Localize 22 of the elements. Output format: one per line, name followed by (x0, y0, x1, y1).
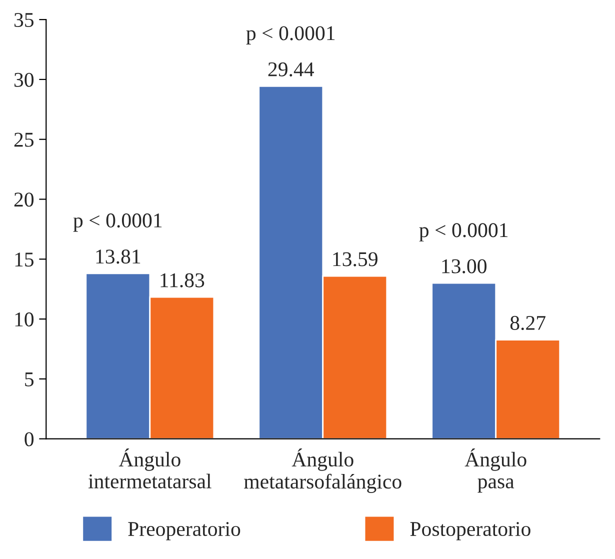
y-tick-label: 25 (14, 132, 34, 147)
y-tick-label: 20 (14, 192, 34, 207)
y-tick-label: 5 (25, 372, 34, 386)
data-label: 13.59 (333, 252, 378, 266)
legend-label: Postoperatorio (410, 522, 530, 540)
legend-label: Preoperatorio (128, 522, 240, 540)
y-tick-label: 30 (14, 72, 34, 87)
x-tick-label: Ángulo metatarsofalángico (244, 448, 402, 493)
y-tick-label: 10 (15, 312, 34, 326)
x-tick-label: Ángulo pasa (464, 448, 526, 493)
data-label: 8.27 (510, 316, 546, 330)
y-tick-label: 0 (24, 432, 34, 446)
y-tick-label: 35 (14, 13, 34, 27)
data-label: 13.81 (96, 250, 140, 264)
data-label: 11.83 (160, 273, 204, 288)
y-tick-label: 15 (15, 252, 34, 267)
annotation: p < 0.0001 (246, 26, 335, 44)
annotation: p < 0.0001 (73, 213, 162, 232)
x-tick-label: Ángulo intermetatarsal (88, 448, 212, 488)
annotation: p < 0.0001 (419, 223, 508, 242)
data-label: 29.44 (268, 62, 314, 76)
data-label: 13.00 (442, 259, 486, 274)
